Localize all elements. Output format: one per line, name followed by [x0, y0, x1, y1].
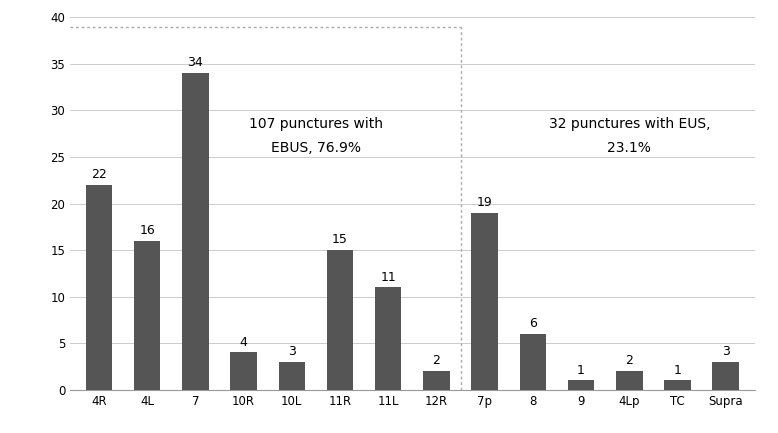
Text: 3: 3 — [288, 345, 296, 358]
Bar — [279, 362, 305, 390]
Text: 2: 2 — [626, 354, 633, 367]
Text: 34: 34 — [187, 56, 203, 69]
Bar — [713, 362, 739, 390]
Text: 19: 19 — [477, 196, 492, 209]
Text: 1: 1 — [577, 364, 585, 377]
Bar — [375, 288, 401, 390]
Text: 16: 16 — [139, 224, 155, 237]
Bar — [664, 381, 691, 390]
Text: 4: 4 — [240, 336, 247, 349]
Text: 11: 11 — [380, 271, 396, 284]
Bar — [230, 352, 257, 390]
Text: 2: 2 — [433, 354, 440, 367]
Bar — [520, 334, 546, 390]
Bar — [86, 185, 112, 390]
Text: 1: 1 — [674, 364, 682, 377]
Text: 107 punctures with: 107 punctures with — [249, 117, 383, 131]
Text: 23.1%: 23.1% — [608, 141, 651, 155]
Bar — [423, 371, 450, 390]
Text: 32 punctures with EUS,: 32 punctures with EUS, — [548, 117, 710, 131]
Text: 15: 15 — [332, 233, 348, 246]
Text: 3: 3 — [722, 345, 730, 358]
Bar — [568, 381, 594, 390]
Bar — [471, 213, 498, 390]
Text: 22: 22 — [91, 168, 107, 181]
Bar — [182, 73, 209, 390]
Text: 6: 6 — [529, 317, 537, 330]
Bar — [616, 371, 643, 390]
Bar — [134, 241, 160, 390]
Text: EBUS, 76.9%: EBUS, 76.9% — [271, 141, 361, 155]
Bar — [327, 250, 353, 390]
